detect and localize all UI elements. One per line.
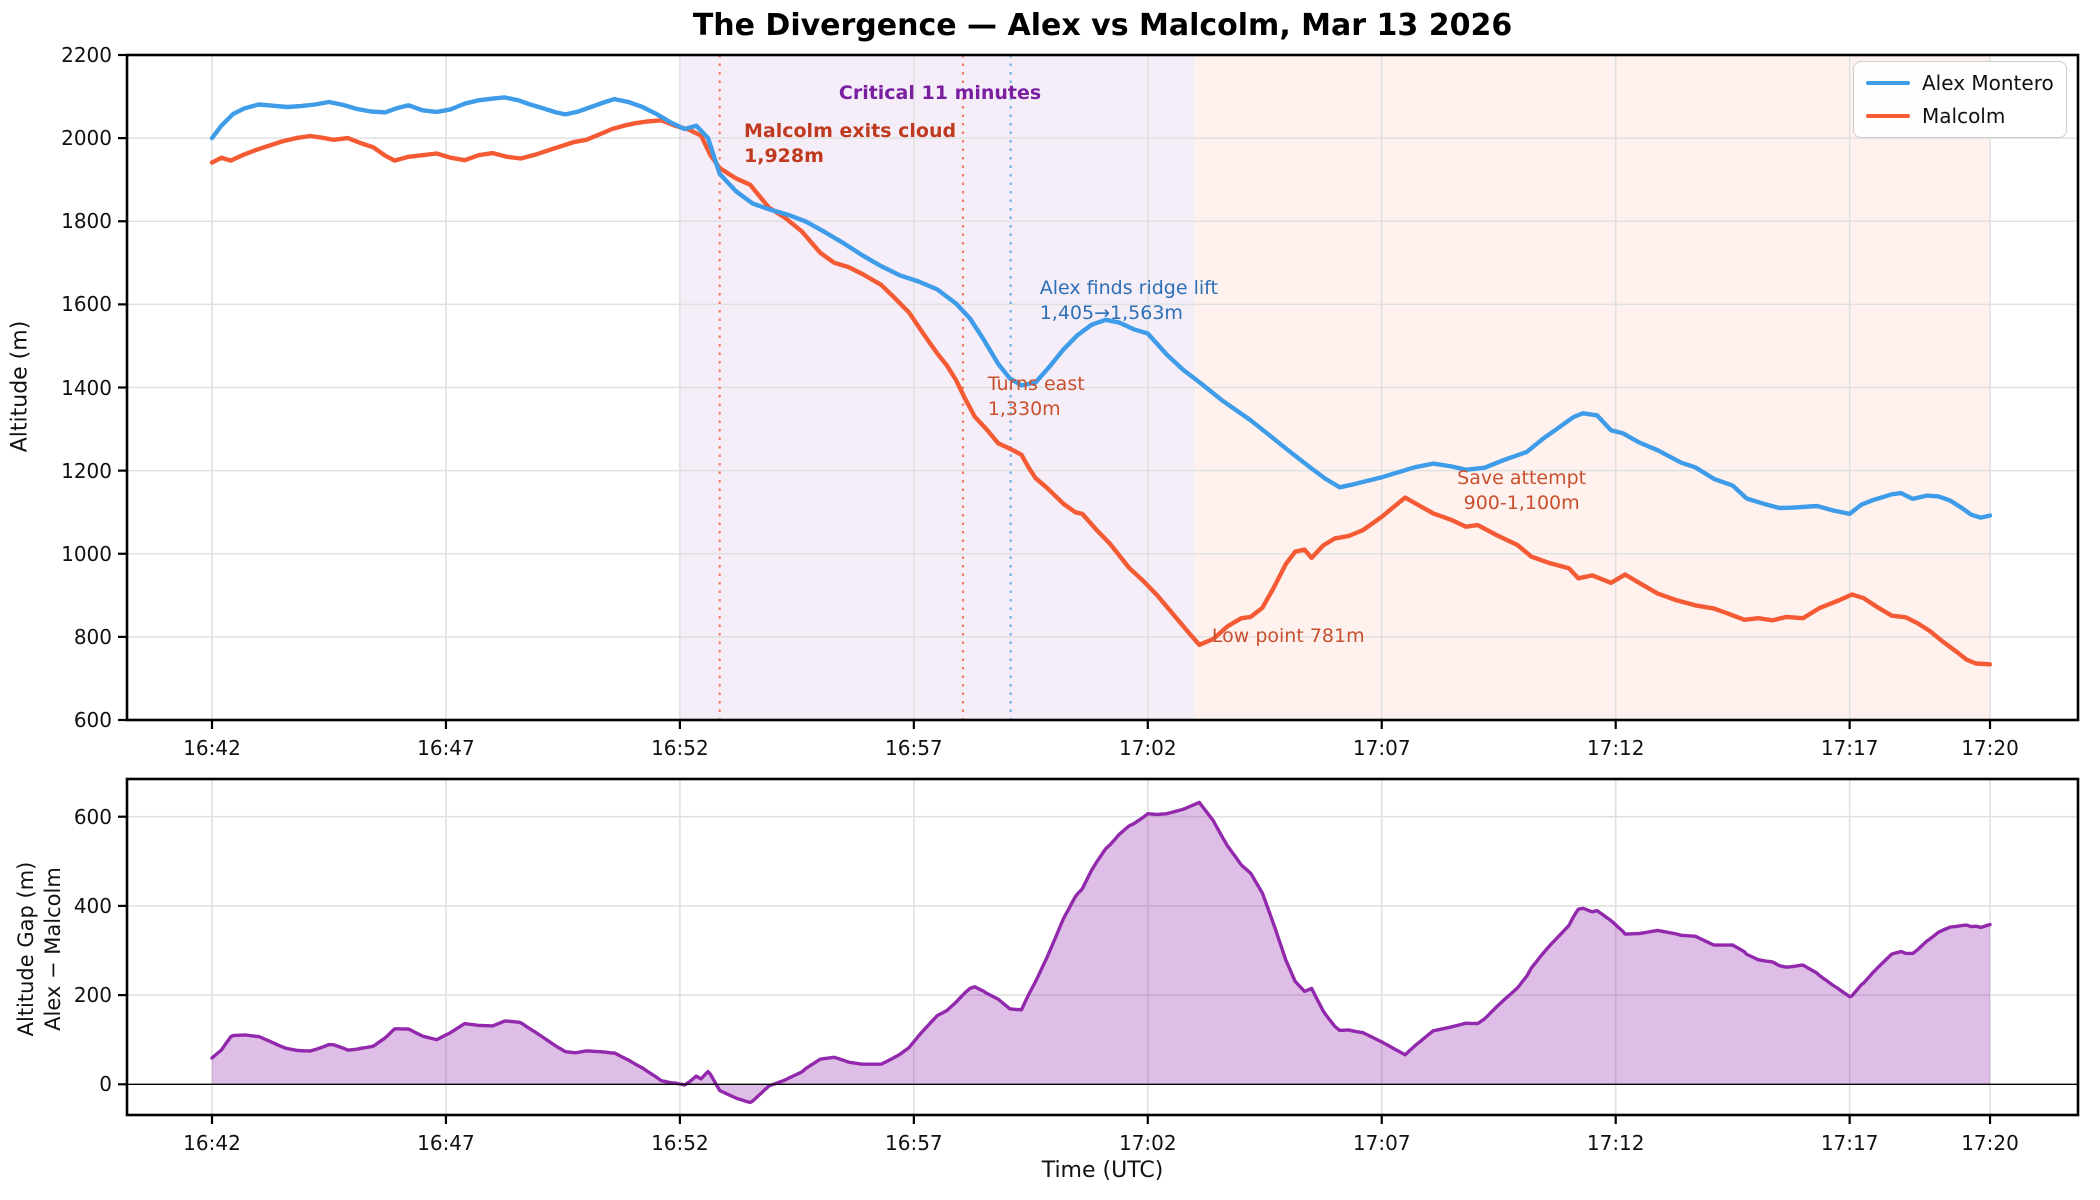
bottom-x-tick-label-16:47: 16:47	[417, 1131, 475, 1155]
malcolm-line	[209, 118, 1993, 667]
top-y-tick-label-1400: 1400	[61, 375, 112, 400]
bottom-x-tick-label-17:02: 17:02	[1118, 1131, 1177, 1155]
bottom-x-tick-label-17:20: 17:20	[1961, 1131, 2019, 1155]
top-y-tick-label-1600: 1600	[61, 292, 112, 317]
top-x-tick-label-17:07: 17:07	[1352, 736, 1411, 760]
top-x-tick-label-17:20: 17:20	[1961, 736, 2019, 760]
bottom-x-tick-label-17:17: 17:17	[1820, 1131, 1879, 1155]
annotation-alex-finds-ridge-lift-line1: Alex finds ridge lift	[1039, 277, 1218, 300]
top-y-tick-label-2000: 2000	[61, 126, 112, 151]
top-x-tick-label-17:17: 17:17	[1820, 736, 1879, 760]
annotation-save-attempt: Save attempt 900-1,100m	[1457, 466, 1586, 516]
annotation-low-point-line1: Low point 781m	[1211, 624, 1365, 647]
top-x-tick-label-16:42: 16:42	[183, 736, 241, 760]
bottom-y-tick-label-400: 400	[73, 893, 112, 918]
bottom-x-tick-label-16:42: 16:42	[183, 1131, 241, 1155]
legend-label-malcolm: Malcolm	[1922, 104, 2006, 128]
bottom-plot-frame	[125, 777, 2080, 1117]
annotation-malcolm-exits-cloud-line2: 1,928m	[744, 145, 824, 167]
top-x-tick-label-16:47: 16:47	[417, 736, 475, 760]
x-axis-label: Time (UTC)	[1041, 1158, 1164, 1183]
bottom-x-tick-label-17:07: 17:07	[1352, 1131, 1411, 1155]
bottom-x-tick-label-16:57: 16:57	[885, 1131, 943, 1155]
legend-item-alex: Alex Montero	[1866, 71, 2054, 95]
legend-swatch-malcolm	[1866, 113, 1910, 119]
top-x-tick-label-16:52: 16:52	[651, 736, 709, 760]
annotation-critical-11-minutes-line1: Critical 11 minutes	[838, 81, 1042, 104]
top-x-tick-label-17:12: 17:12	[1586, 736, 1645, 760]
annotation-critical-11-minutes: Critical 11 minutes	[839, 81, 1041, 106]
top-y-tick-label-2200: 2200	[61, 43, 112, 67]
top-y-tick-label-800: 800	[73, 624, 112, 649]
gap-area-fill	[212, 802, 1990, 1103]
annotation-malcolm-exits-cloud: Malcolm exits cloud 1,928m	[744, 119, 956, 169]
top-y-tick-label-1000: 1000	[61, 541, 112, 566]
bottom-x-tick-label-17:12: 17:12	[1586, 1131, 1645, 1155]
legend: Alex Montero Malcolm	[1853, 61, 2067, 138]
annotation-malcolm-exits-cloud-line1: Malcolm exits cloud	[744, 120, 957, 142]
bottom-y-tick-label-200: 200	[73, 983, 112, 1008]
top-y-tick-label-600: 600	[73, 708, 112, 732]
top-y-tick-label-1200: 1200	[61, 458, 112, 483]
annotation-turns-east: Turns east 1,330m	[988, 372, 1085, 422]
alex-line	[209, 95, 1993, 520]
top-x-tick-label-17:02: 17:02	[1118, 736, 1177, 760]
bottom-y-tick-label-0: 0	[99, 1072, 112, 1097]
annotation-alex-finds-ridge-lift: Alex finds ridge lift 1,405→1,563m	[1040, 276, 1218, 326]
gap-line	[210, 800, 1992, 1105]
top-y-tick-label-1800: 1800	[61, 209, 112, 234]
top-x-tick-label-16:57: 16:57	[885, 736, 943, 760]
legend-item-malcolm: Malcolm	[1866, 104, 2054, 128]
annotation-turns-east-line1: Turns east	[987, 373, 1085, 396]
annotation-low-point: Low point 781m	[1212, 624, 1365, 649]
bottom-y-tick-label-600: 600	[73, 804, 112, 829]
legend-swatch-alex	[1866, 80, 1910, 86]
annotation-save-attempt-line1: Save attempt	[1457, 467, 1587, 490]
bottom-x-tick-label-16:52: 16:52	[651, 1131, 709, 1155]
annotation-alex-finds-ridge-lift-line2: 1,405→1,563m	[1039, 302, 1183, 325]
annotation-turns-east-line2: 1,330m	[987, 398, 1061, 421]
legend-label-alex: Alex Montero	[1922, 71, 2054, 95]
chart-title: The Divergence — Alex vs Malcolm, Mar 13…	[692, 8, 1513, 43]
annotation-save-attempt-line2: 900-1,100m	[1463, 492, 1580, 515]
